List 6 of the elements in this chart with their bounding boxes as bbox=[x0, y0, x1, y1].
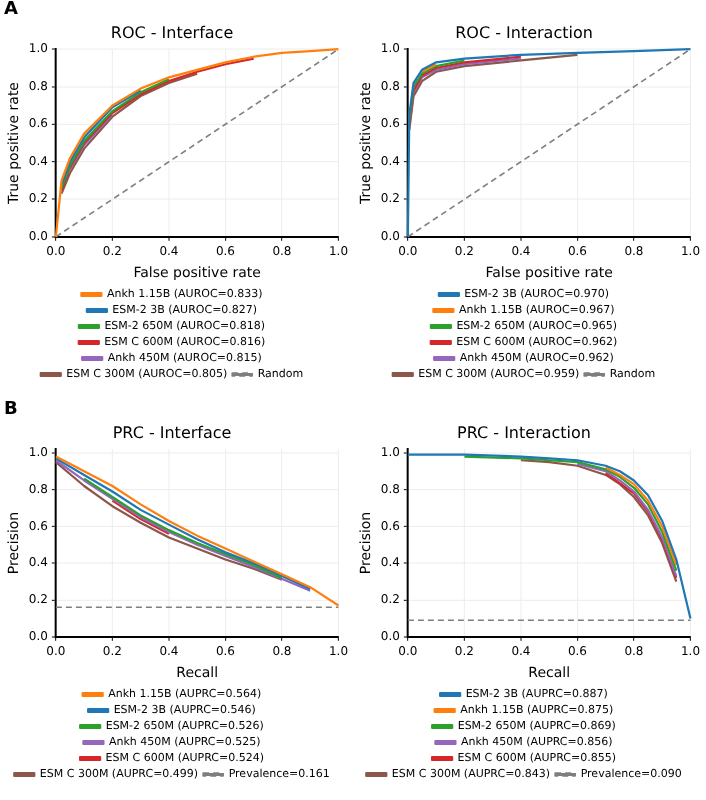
chart-title: ROC - Interaction bbox=[455, 23, 593, 42]
chart-title: PRC - Interaction bbox=[457, 423, 591, 442]
chart-title: ROC - Interface bbox=[110, 23, 234, 42]
chart-title: PRC - Interface bbox=[112, 423, 232, 442]
text: A bbox=[4, 0, 18, 20]
text: B bbox=[4, 400, 18, 420]
